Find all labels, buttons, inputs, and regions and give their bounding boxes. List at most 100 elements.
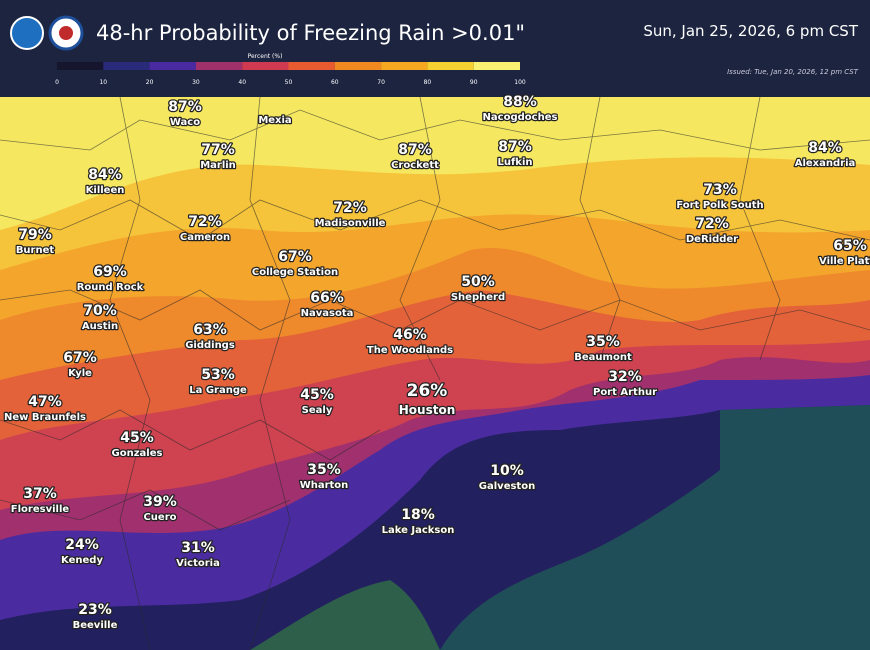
city-percent: 35% (307, 462, 341, 478)
city-percent: 88% (503, 94, 537, 110)
legend-tick-label: 0 (55, 79, 59, 86)
city-name: Kenedy (61, 555, 103, 566)
city-percent: 45% (120, 430, 154, 446)
city-name: Navasota (301, 308, 354, 319)
city-percent: 87% (168, 99, 202, 115)
city-percent: 23% (78, 602, 112, 618)
legend-tick-label: 10 (99, 79, 107, 86)
city-percent: 18% (401, 507, 435, 523)
city-percent: 72% (333, 200, 367, 216)
city-percent: 39% (143, 494, 177, 510)
city-labels: 87% Waco Mexia 88% Nacogdoches 77% Marlin 87% Cr… (3, 93, 870, 633)
legend-tick-label: 80 (424, 79, 432, 86)
land (250, 580, 440, 650)
legend-tick-label: 50 (285, 79, 293, 86)
city-percent: 84% (808, 140, 842, 156)
city-percent: 70% (83, 303, 117, 319)
city-name: College Station (252, 267, 338, 278)
city-name: Cameron (180, 232, 230, 243)
city-name: Wharton (300, 480, 349, 491)
city-percent: 77% (201, 142, 235, 158)
city-name: Floresville (11, 504, 70, 515)
city-percent: 84% (88, 167, 122, 183)
city-name: New Braunfels (4, 412, 86, 423)
city-name: Beaumont (574, 352, 632, 363)
city-name: Nacogdoches (483, 112, 558, 123)
city-percent: 87% (398, 142, 432, 158)
city-name: Gonzales (112, 448, 163, 459)
county-lines (0, 96, 870, 650)
city-percent: 87% (498, 139, 532, 155)
city-percent: 69% (93, 264, 127, 280)
city-percent: 73% (703, 182, 737, 198)
city-name: Lufkin (497, 157, 532, 168)
legend: 0 10 20 30 40 50 60 70 80 90 100 (55, 62, 526, 86)
legend-swatch (103, 62, 150, 70)
city-percent: 47% (28, 394, 62, 410)
city-percent: 45% (300, 387, 334, 403)
city-name: Madisonville (315, 218, 386, 229)
legend-swatch (195, 62, 243, 70)
city-percent: 31% (181, 540, 215, 556)
issued: Issued: Tue, Jan 20, 2026, 12 pm CST (727, 68, 859, 76)
nws-logo-center (59, 26, 73, 40)
sea (440, 405, 870, 650)
city-percent: 67% (63, 350, 97, 366)
city-percent: 53% (201, 367, 235, 383)
legend-swatch (242, 62, 289, 70)
legend-swatch (334, 62, 382, 70)
city-percent: 50% (461, 274, 495, 290)
legend-swatch (57, 62, 104, 70)
city-name: Lake Jackson (382, 525, 455, 536)
city-name: Galveston (479, 481, 535, 492)
city-percent: 67% (278, 249, 312, 265)
city-name: Beeville (73, 620, 118, 631)
city-name: La Grange (189, 385, 247, 396)
city-name: Ville Platte (819, 256, 870, 267)
city-name: The Woodlands (367, 345, 453, 356)
legend-tick-label: 20 (146, 79, 154, 86)
legend-tick-label: 100 (514, 79, 526, 86)
city-percent: 35% (586, 334, 620, 350)
city-percent: 10% (490, 463, 524, 479)
city-name: DeRidder (686, 234, 738, 245)
legend-tick-label: 90 (470, 79, 478, 86)
legend-swatch (381, 62, 428, 70)
city-name: Killeen (86, 185, 125, 196)
city-percent: 66% (310, 290, 344, 306)
legend-tick-label: 30 (192, 79, 200, 86)
legend-title: Percent (%) (248, 53, 283, 60)
city-name: Round Rock (77, 282, 144, 293)
legend-swatch (427, 62, 474, 70)
city-name: Burnet (16, 245, 55, 256)
city-percent: 46% (393, 327, 427, 343)
city-name: Mexia (258, 115, 291, 126)
legend-swatch (288, 62, 335, 70)
legend-tick-label: 70 (377, 79, 385, 86)
city-name: Kyle (68, 368, 92, 379)
city-name: Victoria (176, 558, 220, 569)
legend-swatch (149, 62, 196, 70)
city-name: Shepherd (451, 292, 505, 303)
legend-tick-label: 60 (331, 79, 339, 86)
legend-swatch (473, 62, 520, 70)
city-name: Alexandria (795, 158, 856, 169)
city-name: Houston (399, 403, 456, 417)
city-name: Cuero (143, 512, 176, 523)
city-percent: 37% (23, 486, 57, 502)
city-name: Marlin (200, 160, 236, 171)
city-name: Sealy (302, 405, 333, 416)
city-name: Giddings (185, 340, 235, 351)
city-percent: 79% (18, 227, 52, 243)
legend-tick-label: 40 (238, 79, 246, 86)
city-name: Port Arthur (593, 387, 657, 398)
city-percent: 63% (193, 322, 227, 338)
city-name: Austin (82, 321, 118, 332)
city-percent: 72% (188, 214, 222, 230)
city-percent: 32% (608, 369, 642, 385)
title: 48-hr Probability of Freezing Rain >0.01… (96, 21, 525, 45)
city-percent: 26% (407, 381, 448, 401)
city-percent: 65% (833, 238, 867, 254)
noaa-logo (10, 16, 44, 50)
